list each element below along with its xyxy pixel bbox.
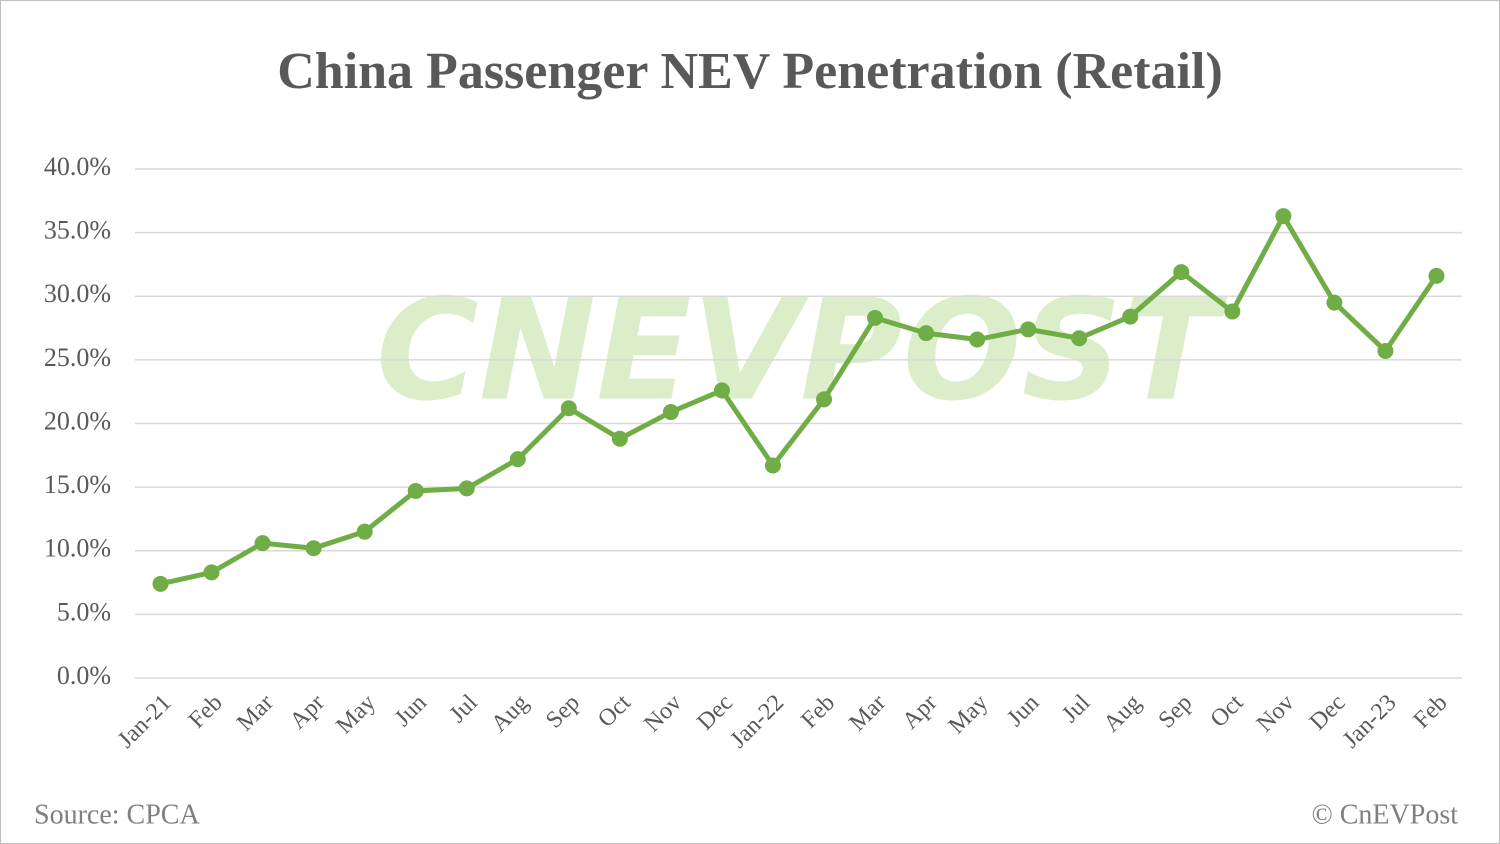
point xyxy=(1122,308,1139,325)
point xyxy=(254,535,271,552)
y-tick-label: 30.0% xyxy=(44,279,111,308)
watermark: CNEVPOST xyxy=(376,270,1227,433)
point xyxy=(203,564,220,581)
point xyxy=(1173,264,1190,281)
point xyxy=(764,457,781,474)
point xyxy=(611,430,628,447)
point xyxy=(662,404,679,421)
chart-title: China Passenger NEV Penetration (Retail) xyxy=(277,43,1223,100)
point xyxy=(1020,321,1037,338)
point xyxy=(152,575,169,592)
y-tick-label: 10.0% xyxy=(44,534,111,563)
point xyxy=(713,382,730,399)
point xyxy=(407,482,424,499)
point xyxy=(1428,267,1445,284)
point xyxy=(816,391,833,408)
y-tick-label: 15.0% xyxy=(44,470,111,499)
point xyxy=(867,309,884,326)
point xyxy=(356,523,373,540)
point xyxy=(1224,303,1241,320)
line xyxy=(159,213,1439,587)
y-tick-label: 40.0% xyxy=(44,152,111,181)
point xyxy=(918,325,935,342)
point xyxy=(458,480,475,497)
point xyxy=(1071,330,1088,347)
point xyxy=(1326,294,1343,311)
y-tick-label: 5.0% xyxy=(57,597,111,626)
point xyxy=(509,451,526,468)
y-tick-label: 20.0% xyxy=(44,406,111,435)
point xyxy=(1377,342,1394,359)
point xyxy=(969,331,986,348)
point xyxy=(305,540,322,557)
credit: © CnEVPost xyxy=(1311,799,1458,830)
y-tick-label: 35.0% xyxy=(44,216,111,245)
y-tick-label: 25.0% xyxy=(44,343,111,372)
point xyxy=(560,400,577,417)
y-tick-label: 0.0% xyxy=(57,661,111,690)
source: Source: CPCA xyxy=(34,799,200,830)
point xyxy=(1275,208,1292,225)
